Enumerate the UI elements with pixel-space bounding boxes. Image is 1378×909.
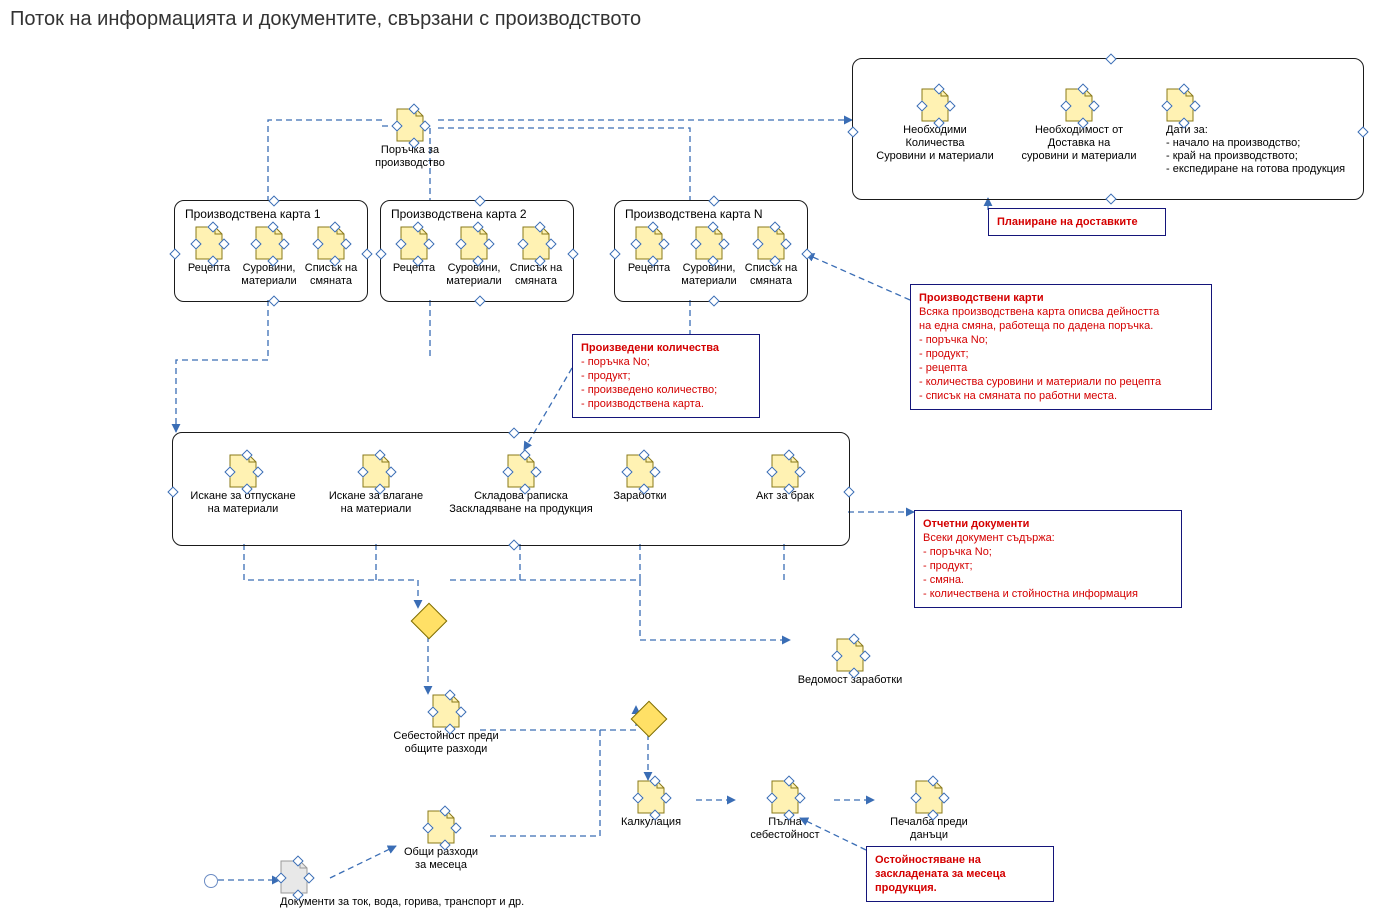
doc-defect: Акт за брак — [740, 454, 830, 503]
doc-req_out: Искане за отпускане на материали — [180, 454, 306, 516]
group-label-card2: Производствена карта 2 — [391, 207, 527, 221]
doc-label-earn: Заработки — [600, 490, 680, 503]
doc-label-req_out: Искане за отпускане на материали — [180, 490, 306, 516]
doc-label-recipeN: Рецепта — [620, 262, 678, 275]
doc-label-dates: Дати за: - начало на производство; - кра… — [1166, 124, 1358, 176]
doc-label-profit: Печалба преди данъци — [874, 816, 984, 842]
doc-recipe2: Рецепта — [385, 226, 443, 275]
doc-label-recipe1: Рецепта — [180, 262, 238, 275]
note-hdr-plan: Планиране на доставките — [997, 215, 1157, 229]
start-node — [204, 874, 218, 888]
doc-label-req_qty: Необходими Количества Суровини и материа… — [870, 124, 1000, 163]
edge-2 — [438, 128, 690, 200]
doc-recipeN: Рецепта — [620, 226, 678, 275]
doc-raw1: Суровини, материали — [238, 226, 300, 288]
edge-16 — [640, 580, 790, 640]
doc-label-calc: Калкулация — [606, 816, 696, 829]
doc-label-recipe2: Рецепта — [385, 262, 443, 275]
gateway-d2 — [631, 701, 668, 738]
doc-label-shift2: Списък на смяната — [505, 262, 567, 288]
doc-order: Поръчка за производство — [355, 108, 465, 170]
doc-raw2: Суровини, материали — [443, 226, 505, 288]
gateway-d1 — [411, 603, 448, 640]
doc-label-utilities: Документи за ток, вода, горива, транспор… — [280, 896, 540, 909]
doc-label-order: Поръчка за производство — [355, 144, 465, 170]
doc-stock: Складова раписка Заскладяване на продукц… — [446, 454, 596, 516]
note-hdr-qty: Произведени количества — [581, 341, 751, 355]
doc-label-payroll: Ведомост заработки — [790, 674, 910, 687]
edge-4 — [176, 300, 268, 432]
note-body-acct: Всеки документ съдържа: - поръчка No; - … — [923, 531, 1173, 601]
note-cards: Производствени картиВсяка производствена… — [910, 284, 1212, 410]
note-acct: Отчетни документиВсеки документ съдържа:… — [914, 510, 1182, 608]
doc-shiftN: Списък на смяната — [740, 226, 802, 288]
doc-label-raw2: Суровини, материали — [443, 262, 505, 288]
doc-label-raw1: Суровини, материали — [238, 262, 300, 288]
doc-label-req_deliv: Необходимост от Доставка на суровини и м… — [1012, 124, 1146, 163]
diagram-canvas: { "title": "Поток на информацията и доку… — [0, 0, 1378, 909]
page-title: Поток на информацията и документите, свъ… — [10, 8, 641, 31]
doc-label-shift1: Списък на смяната — [300, 262, 362, 288]
doc-shift2: Списък на смяната — [505, 226, 567, 288]
doc-earn: Заработки — [600, 454, 680, 503]
group-label-cardN: Производствена карта N — [625, 207, 763, 221]
note-val: Остойностяване на заскладената за месеца… — [866, 846, 1054, 902]
note-hdr-cards: Производствени карти — [919, 291, 1203, 305]
edge-11 — [244, 544, 418, 608]
doc-req_in: Искане за влагане на материали — [316, 454, 436, 516]
doc-recipe1: Рецепта — [180, 226, 238, 275]
doc-payroll: Ведомост заработки — [790, 638, 910, 687]
doc-label-shiftN: Списък на смяната — [740, 262, 802, 288]
doc-label-fullcost: Пълна себестойност — [735, 816, 835, 842]
note-plan: Планиране на доставките — [988, 208, 1166, 236]
doc-rawN: Суровини, материали — [678, 226, 740, 288]
note-body-cards: Всяка производствена карта описва дейнос… — [919, 305, 1203, 403]
doc-label-stock: Складова раписка Заскладяване на продукц… — [446, 490, 596, 516]
edge-19 — [490, 730, 600, 836]
note-body-qty: - поръчка No; - продукт; - произведено к… — [581, 355, 751, 411]
doc-label-rawN: Суровини, материали — [678, 262, 740, 288]
note-hdr-acct: Отчетни документи — [923, 517, 1173, 531]
note-qty: Произведени количества- поръчка No; - пр… — [572, 334, 760, 418]
group-label-card1: Производствена карта 1 — [185, 207, 321, 221]
doc-cost_pre: Себестойност преди общите разходи — [386, 694, 506, 756]
doc-label-cost_pre: Себестойност преди общите разходи — [386, 730, 506, 756]
edge-14 — [448, 544, 640, 580]
doc-utilities: Документи за ток, вода, горива, транспор… — [280, 860, 540, 909]
doc-calc: Калкулация — [606, 780, 696, 829]
doc-label-req_in: Искане за влагане на материали — [316, 490, 436, 516]
note-hdr-val: Остойностяване на заскладената за месеца… — [875, 853, 1045, 895]
doc-profit: Печалба преди данъци — [874, 780, 984, 842]
doc-fullcost: Пълна себестойност — [735, 780, 835, 842]
doc-label-defect: Акт за брак — [740, 490, 830, 503]
edge-10 — [806, 254, 910, 300]
doc-shift1: Списък на смяната — [300, 226, 362, 288]
